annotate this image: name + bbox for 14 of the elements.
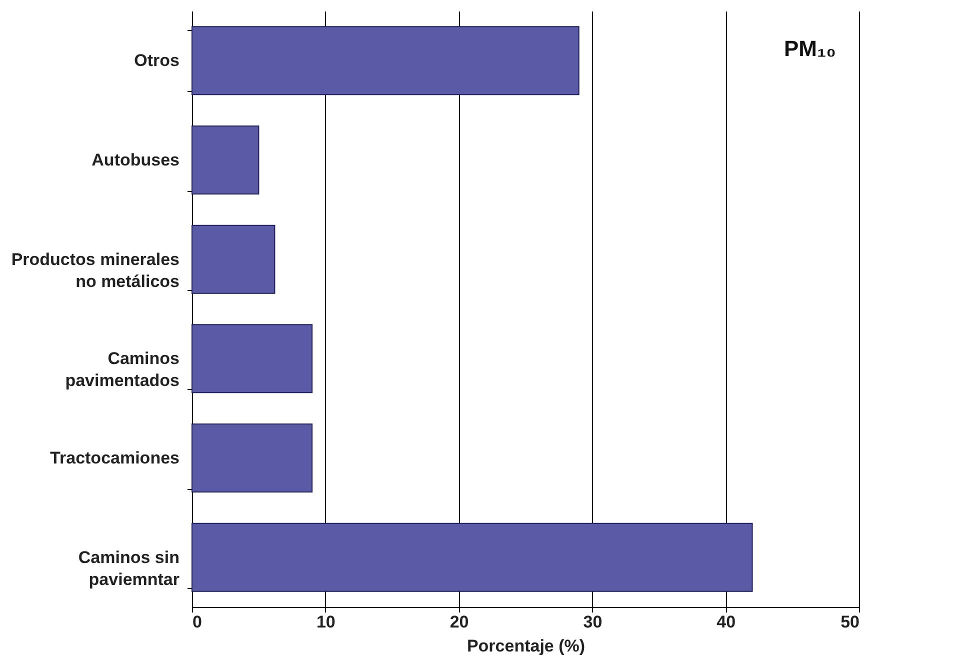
y-tick-label: Caminos sin paviemntar	[78, 548, 180, 589]
x-tick-label: 10	[316, 612, 336, 632]
x-tick-label: 20	[450, 612, 469, 632]
x-axis-title: Porcentaje (%)	[466, 636, 586, 656]
y-tick-label: Tractocamiones	[50, 448, 180, 468]
x-tick-label: 30	[583, 612, 602, 632]
y-tick-label: Otros	[134, 51, 180, 70]
y-tick-label: Productos minerales no metálicos	[11, 250, 180, 291]
annotation: PM₁₀	[784, 36, 836, 61]
y-tick-label: Autobuses	[92, 150, 180, 170]
x-tick-label: 50	[840, 612, 860, 632]
y-tick-label: Caminos pavimentados	[65, 349, 180, 390]
x-tick-label: 40	[716, 612, 736, 632]
x-tick-label: 0	[192, 612, 202, 632]
